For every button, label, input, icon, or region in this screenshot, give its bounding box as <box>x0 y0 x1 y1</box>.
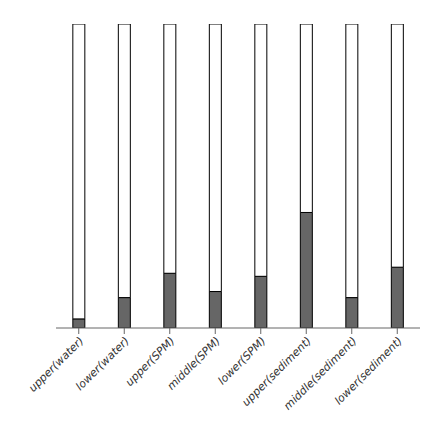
svg-text:middle(SPM): middle(SPM) <box>165 334 223 392</box>
svg-text:lower(SPM): lower(SPM) <box>215 334 269 388</box>
svg-text:upper(SPM): upper(SPM) <box>123 334 178 389</box>
svg-text:upper(water): upper(water) <box>26 334 87 395</box>
svg-text:lower(water): lower(water) <box>73 334 132 393</box>
svg-text:upper(sediment): upper(sediment) <box>239 334 314 409</box>
svg-text:lower(sediment): lower(sediment) <box>332 334 405 407</box>
svg-text:middle(sediment): middle(sediment) <box>281 334 360 413</box>
